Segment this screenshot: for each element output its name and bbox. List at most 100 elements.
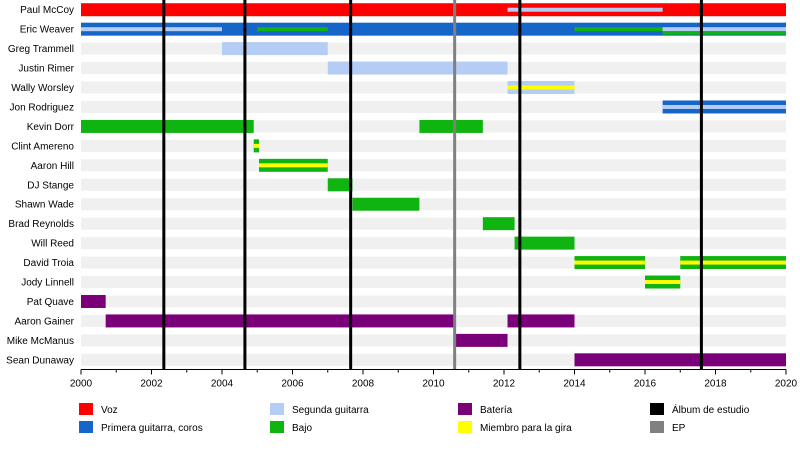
tick-label: 2014 bbox=[563, 379, 586, 390]
bar-stripe-gira bbox=[645, 280, 681, 285]
row-background bbox=[81, 178, 786, 191]
legend-label: Bajo bbox=[292, 423, 312, 434]
bar-segunda bbox=[222, 42, 328, 56]
legend-item-gira: Miembro para la gira bbox=[458, 421, 572, 434]
member-label: Paul McCoy bbox=[20, 5, 74, 16]
row-background bbox=[81, 237, 786, 250]
member-label: Pat Quave bbox=[27, 297, 75, 308]
legend-item-bajo: Bajo bbox=[270, 421, 312, 434]
member-label: Jody Linnell bbox=[21, 278, 74, 289]
tick-label: 2010 bbox=[422, 379, 445, 390]
member-label: Aaron Gainer bbox=[15, 316, 75, 327]
row-background bbox=[81, 139, 786, 152]
bar-bateria bbox=[574, 353, 786, 367]
bar-bajo bbox=[81, 119, 254, 133]
legend-item-segunda: Segunda guitarra bbox=[270, 403, 369, 416]
member-label: Eric Weaver bbox=[20, 25, 75, 36]
tick-label: 2004 bbox=[211, 379, 234, 390]
member-label: Greg Trammell bbox=[8, 44, 74, 55]
bar-stripe-gira bbox=[507, 85, 575, 90]
legend-item-voz: Voz bbox=[79, 403, 118, 416]
member-label: Wally Worsley bbox=[11, 83, 74, 94]
legend-label: Miembro para la gira bbox=[480, 423, 572, 434]
tick-label: 2016 bbox=[634, 379, 657, 390]
bar-segunda bbox=[327, 61, 508, 75]
tick-label: 2012 bbox=[493, 379, 516, 390]
member-label: Brad Reynolds bbox=[8, 219, 74, 230]
bar-stripe-gira bbox=[259, 163, 328, 168]
legend-label: Álbum de estudio bbox=[672, 403, 750, 416]
bar-stripe-segunda bbox=[81, 27, 222, 32]
bar-bateria bbox=[507, 314, 575, 328]
member-label: Sean Dunaway bbox=[6, 355, 74, 366]
tick-label: 2000 bbox=[70, 379, 93, 390]
bar-stripe-bajo bbox=[662, 31, 786, 35]
bar-voz bbox=[81, 3, 786, 17]
legend-swatch bbox=[458, 403, 472, 415]
legend-item-bateria: Batería bbox=[458, 403, 513, 416]
legend-swatch bbox=[79, 421, 93, 433]
member-label: Kevin Dorr bbox=[27, 122, 75, 133]
legend-swatch bbox=[458, 421, 472, 433]
release-markers bbox=[162, 0, 703, 370]
legend: Voz Primera guitarra, coros Segunda guitar… bbox=[79, 403, 750, 434]
bar-bateria bbox=[105, 314, 455, 328]
row-background bbox=[81, 334, 786, 347]
tick-label: 2002 bbox=[140, 379, 163, 390]
bar-bajo bbox=[327, 178, 353, 192]
row-background bbox=[81, 81, 786, 94]
bar-stripe-segunda bbox=[662, 27, 786, 32]
member-label: Shawn Wade bbox=[15, 200, 75, 211]
tick-label: 2018 bbox=[704, 379, 727, 390]
bar-stripe-segunda bbox=[507, 7, 663, 12]
member-label: David Troia bbox=[23, 258, 74, 269]
legend-swatch bbox=[79, 403, 93, 415]
bar-bajo bbox=[352, 197, 420, 211]
member-bars bbox=[81, 3, 786, 367]
member-label: Will Reed bbox=[31, 239, 74, 250]
member-label: Clint Amereno bbox=[11, 141, 74, 152]
bar-stripe-bajo bbox=[574, 27, 663, 32]
bar-bajo bbox=[419, 119, 483, 133]
row-background bbox=[81, 198, 786, 211]
tick-label: 2008 bbox=[352, 379, 375, 390]
row-background bbox=[81, 159, 786, 172]
bar-stripe-bajo bbox=[257, 27, 328, 32]
bar-stripe-gira bbox=[253, 143, 260, 148]
bar-stripe-gira bbox=[680, 260, 786, 265]
legend-item-album: Álbum de estudio bbox=[650, 403, 750, 416]
bar-stripe-gira bbox=[574, 260, 645, 265]
member-label: DJ Stange bbox=[27, 180, 74, 191]
bar-bateria bbox=[454, 333, 508, 347]
legend-swatch bbox=[650, 421, 664, 433]
legend-label: EP bbox=[672, 423, 686, 434]
legend-label: Segunda guitarra bbox=[292, 405, 369, 416]
legend-swatch bbox=[270, 421, 284, 433]
member-label: Justin Rimer bbox=[18, 64, 74, 75]
tick-label: 2020 bbox=[775, 379, 798, 390]
bar-primera bbox=[81, 22, 786, 36]
row-background bbox=[81, 42, 786, 55]
legend-swatch bbox=[270, 403, 284, 415]
legend-label: Primera guitarra, coros bbox=[101, 423, 203, 434]
legend-label: Voz bbox=[101, 405, 118, 416]
member-label: Mike McManus bbox=[7, 336, 74, 347]
row-backgrounds bbox=[81, 3, 786, 366]
bar-stripe-segunda bbox=[662, 104, 786, 109]
member-label: Aaron Hill bbox=[31, 161, 74, 172]
row-background bbox=[81, 276, 786, 289]
bar-bajo bbox=[482, 217, 515, 231]
legend-item-ep: EP bbox=[650, 421, 686, 434]
member-labels: Paul McCoy Eric Weaver Greg Trammell Justin… bbox=[6, 5, 74, 366]
x-axis: 2000 2002 2004 2006 2008 2010 2012 2014 2016 2018… bbox=[70, 369, 798, 390]
row-background bbox=[81, 100, 786, 113]
legend-label: Batería bbox=[480, 405, 513, 416]
bar-bajo bbox=[514, 236, 575, 250]
member-label: Jon Rodriguez bbox=[10, 102, 74, 113]
legend-item-primera: Primera guitarra, coros bbox=[79, 421, 203, 434]
row-background bbox=[81, 217, 786, 230]
bar-bateria bbox=[81, 294, 106, 308]
tick-label: 2006 bbox=[281, 379, 304, 390]
legend-swatch bbox=[650, 403, 664, 415]
